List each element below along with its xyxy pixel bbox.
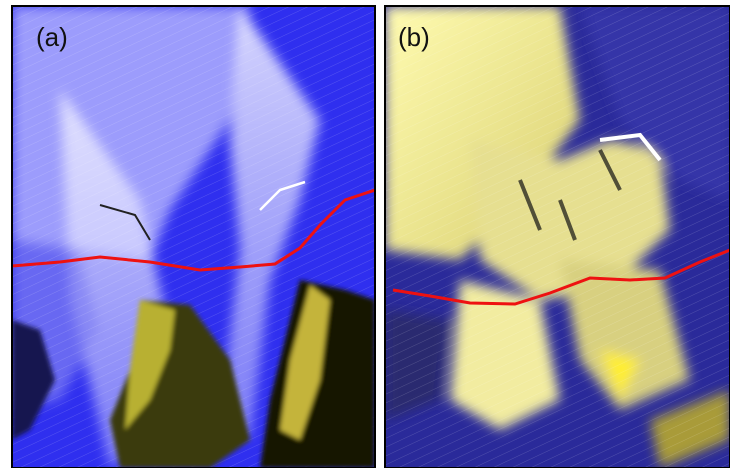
panel-label: (a) (36, 22, 68, 52)
panel-a-image (12, 6, 385, 468)
panel-b-image (385, 6, 730, 468)
figure: (a) (b) (0, 0, 730, 468)
panel-label: (b) (398, 22, 430, 52)
